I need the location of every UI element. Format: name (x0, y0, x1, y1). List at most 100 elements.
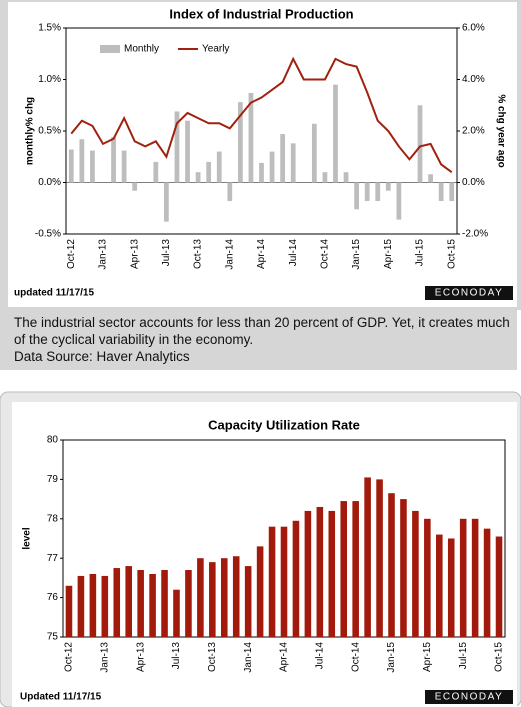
bar (216, 151, 222, 183)
y-tick-label: -0.5% (35, 229, 61, 240)
x-tick-label: Jul-14 (288, 239, 299, 267)
bar (316, 506, 324, 637)
x-tick-label: Oct-13 (207, 642, 218, 672)
bar (364, 477, 371, 637)
logo: ECONODAY (435, 288, 504, 299)
bar (111, 137, 116, 183)
y2-tick-label: 2.0% (462, 126, 485, 137)
bar (280, 526, 288, 637)
x-tick-label: Oct-12 (66, 239, 77, 269)
caption-text: The industrial sector accounts for less … (14, 315, 510, 347)
bar (376, 479, 383, 637)
bar (101, 575, 109, 637)
bar (68, 149, 74, 183)
bar (471, 518, 479, 637)
bar (259, 162, 264, 183)
bar (65, 585, 73, 637)
bar (495, 536, 503, 637)
bar (77, 575, 85, 637)
x-tick-label: Apr-14 (256, 239, 267, 269)
bar (79, 139, 85, 183)
bar (412, 510, 419, 637)
x-tick-label: Oct-13 (193, 239, 204, 269)
y2-axis-label: % chg year ago (495, 94, 506, 167)
bar (220, 558, 228, 637)
bar (121, 150, 127, 183)
bar (385, 182, 391, 191)
bar (354, 182, 359, 210)
bar (269, 151, 275, 183)
logo: ECONODAY (435, 692, 504, 703)
y-axis-label: level (22, 527, 33, 549)
x-tick-label: Jul-15 (458, 642, 469, 670)
logo-bg (425, 286, 513, 300)
bar (237, 102, 243, 183)
bar (328, 510, 336, 637)
y2-tick-label: -2.0% (462, 229, 488, 240)
bar (113, 568, 121, 637)
bar (206, 161, 212, 183)
bar (304, 510, 312, 637)
x-tick-label: Apr-13 (129, 239, 140, 269)
x-tick-label: Oct-14 (320, 239, 331, 269)
bar (125, 566, 132, 637)
bar (436, 534, 443, 637)
x-tick-label: Jul-14 (314, 642, 325, 670)
caption-source: Data Source: Haver Analytics (14, 349, 190, 364)
x-tick-label: Jul-13 (161, 239, 172, 267)
bar (375, 182, 381, 202)
logo-bg (425, 690, 513, 704)
bar (396, 182, 402, 220)
bar (417, 105, 423, 183)
y-tick-label: 1.5% (38, 23, 61, 34)
bar (424, 518, 431, 637)
x-tick-label: Jan-13 (99, 642, 110, 673)
x-tick-label: Jan-14 (243, 642, 254, 673)
bar (290, 143, 296, 183)
bar (483, 528, 491, 637)
bar (149, 573, 156, 637)
chart-bg (12, 402, 517, 707)
bar (174, 111, 180, 183)
bar (209, 562, 216, 637)
caption: The industrial sector accounts for less … (0, 310, 517, 370)
bar (311, 123, 317, 183)
updated-note: updated 11/17/15 (14, 288, 94, 299)
x-tick-label: Oct-14 (350, 642, 361, 672)
x-tick-label: Oct-12 (64, 642, 75, 672)
line (70, 56, 453, 174)
bar (89, 573, 97, 637)
legend-swatch (100, 45, 120, 53)
chart-title: Capacity Utilization Rate (208, 417, 360, 432)
bar (153, 161, 159, 183)
bar (256, 546, 264, 637)
x-tick-label: Jan-15 (351, 239, 362, 270)
bar (447, 538, 455, 637)
y-tick-label: 75 (47, 632, 59, 643)
bar (248, 92, 254, 183)
y-tick-label: 80 (47, 435, 59, 446)
y-tick-label: 76 (47, 592, 59, 603)
bar (197, 558, 204, 637)
x-tick-label: Jan-15 (386, 642, 397, 673)
bar (292, 520, 300, 637)
y-tick-label: 0.5% (38, 126, 61, 137)
bar (340, 501, 348, 637)
bar (400, 499, 407, 637)
x-tick-label: Jan-13 (98, 239, 109, 270)
bar (90, 150, 95, 183)
bar (185, 570, 192, 637)
y2-tick-label: 0.0% (462, 177, 485, 188)
x-tick-label: Jul-15 (415, 239, 426, 267)
bar (268, 526, 276, 637)
x-tick-label: Oct-15 (494, 642, 505, 672)
chart-title: Index of Industrial Production (169, 6, 353, 21)
updated-note: Updated 11/17/15 (20, 692, 102, 703)
bar (280, 134, 286, 183)
bar (428, 174, 433, 183)
bar (132, 182, 138, 191)
bar (343, 172, 349, 183)
legend-label: Yearly (202, 44, 229, 55)
